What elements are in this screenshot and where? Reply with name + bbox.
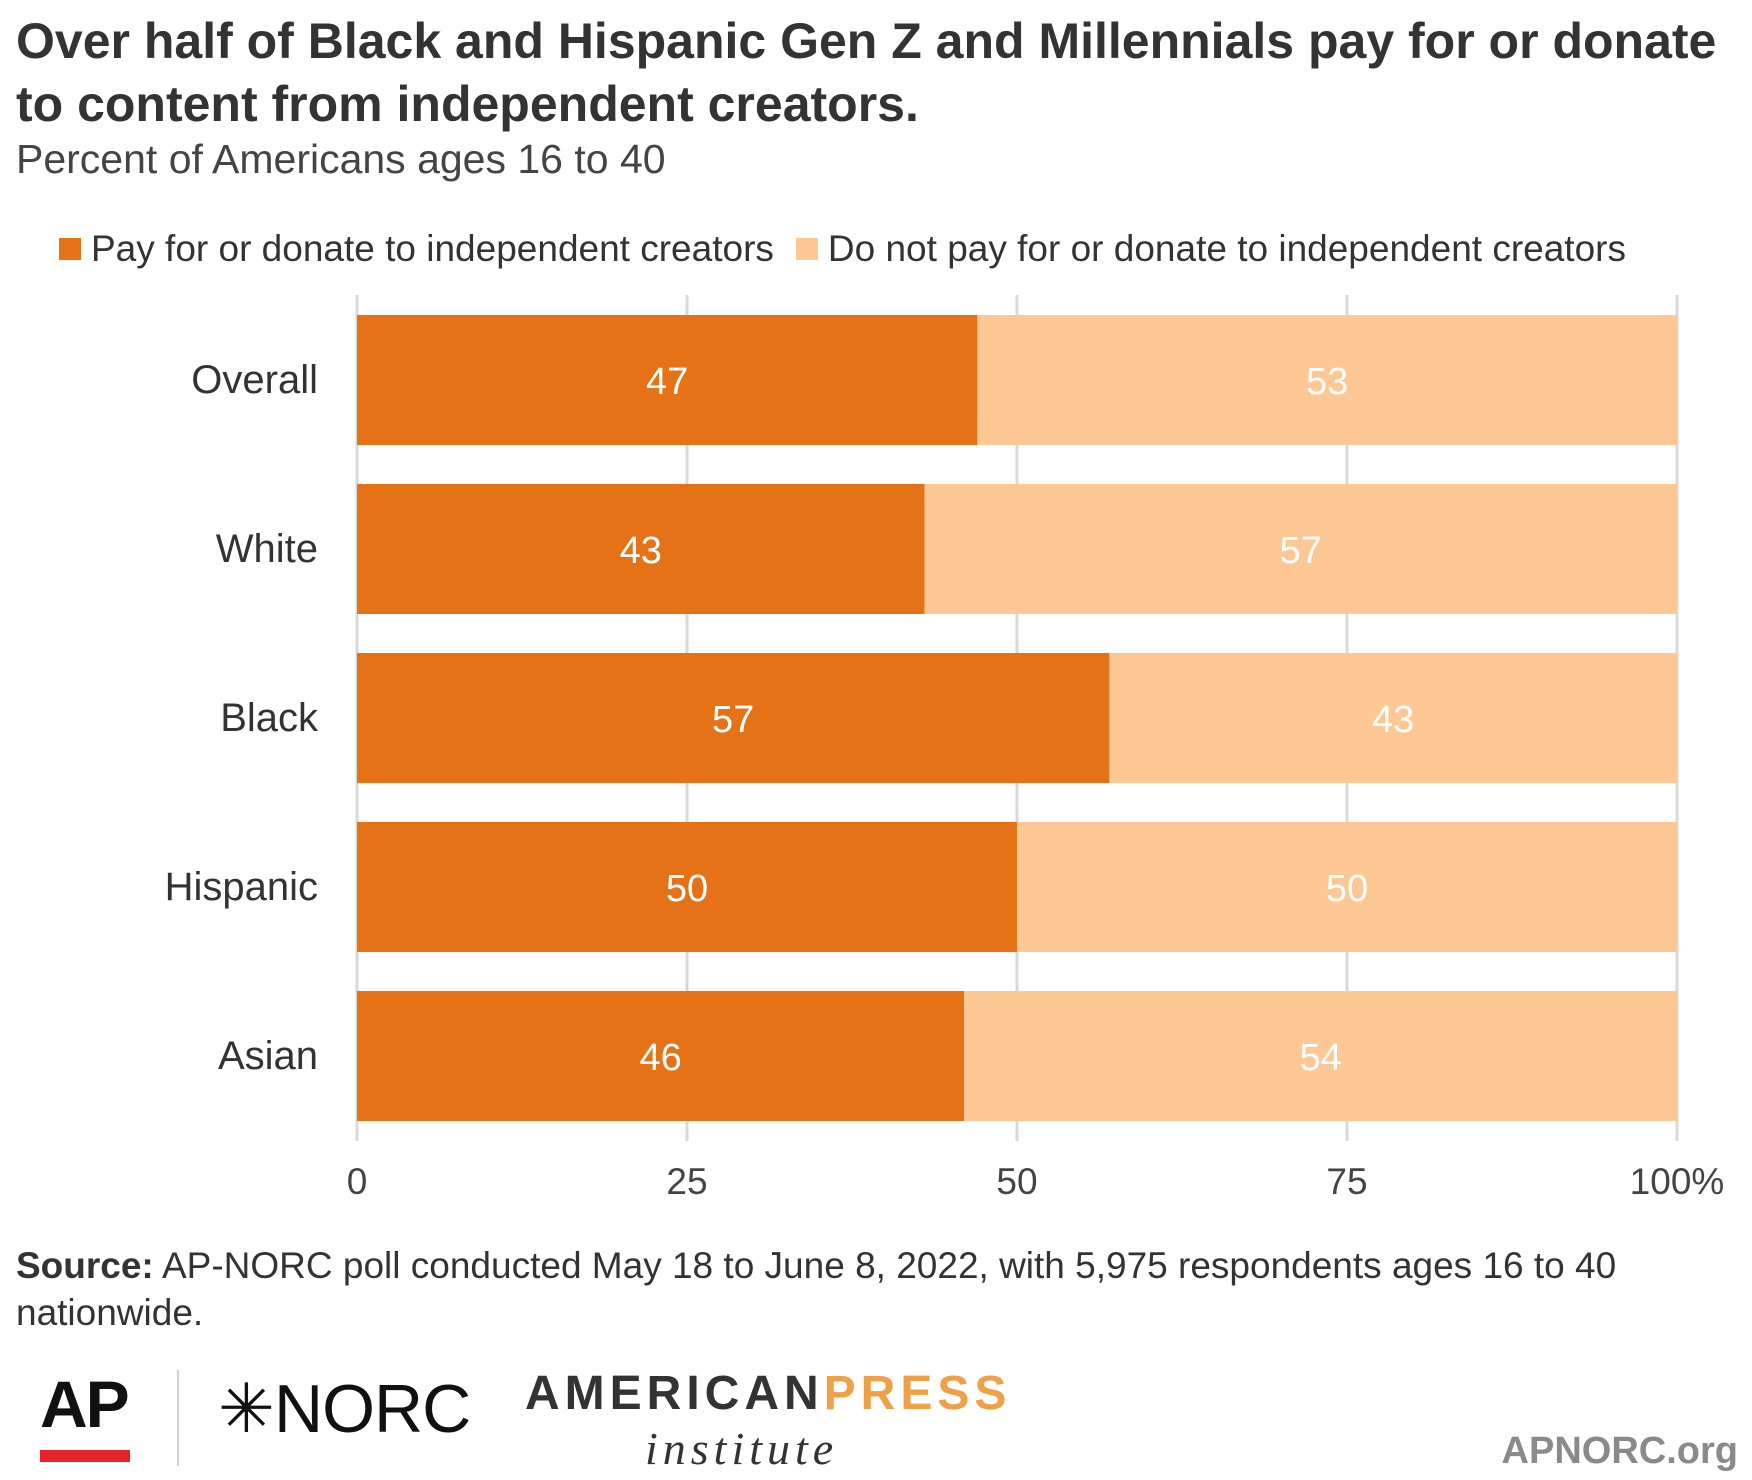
- data-label: 50: [1326, 868, 1368, 910]
- chart-legend: Pay for or donate to independent creator…: [59, 228, 1648, 270]
- data-label: 53: [1306, 361, 1348, 403]
- x-tick-label: 75: [1326, 1161, 1367, 1202]
- bar-segment: [357, 822, 1017, 952]
- data-label: 43: [620, 530, 662, 572]
- bar-segment: [1109, 653, 1677, 783]
- logo-divider: [177, 1370, 179, 1466]
- data-label: 43: [1372, 699, 1414, 741]
- data-label: 57: [712, 699, 754, 741]
- bar-segment: [1017, 822, 1677, 952]
- bar-segment: [977, 315, 1677, 445]
- chart-title: Over half of Black and Hispanic Gen Z an…: [16, 13, 1717, 132]
- data-label: 57: [1280, 530, 1322, 572]
- category-label: Hispanic: [165, 865, 318, 909]
- legend-swatch-notpay: [795, 238, 818, 260]
- bar-segment: [357, 991, 965, 1121]
- chart-subtitle: Percent of Americans ages 16 to 40: [16, 136, 666, 182]
- x-tick-label: 50: [996, 1161, 1037, 1202]
- legend-label-pay: Pay for or donate to independent creator…: [91, 228, 774, 269]
- x-tick-label: 100%: [1630, 1161, 1725, 1202]
- bar-segment: [357, 315, 978, 445]
- x-tick-label: 0: [347, 1161, 368, 1202]
- source-note: Source: AP-NORC poll conducted May 18 to…: [16, 1242, 1736, 1336]
- ap-logo-bar: [40, 1450, 130, 1462]
- bar-segment: [924, 484, 1677, 614]
- data-label: 46: [639, 1037, 681, 1079]
- legend-swatch-pay: [59, 238, 81, 260]
- category-label: Overall: [191, 358, 318, 402]
- data-label: 47: [646, 361, 688, 403]
- source-label: Source:: [16, 1245, 154, 1286]
- source-text: AP-NORC poll conducted May 18 to June 8,…: [16, 1245, 1617, 1333]
- norc-logo: ✳NORC: [218, 1371, 471, 1447]
- bar-segment: [357, 653, 1110, 783]
- logo-strip: AP ✳NORC AMERICANPRESS institute APNORC.…: [0, 1360, 1752, 1480]
- site-url: APNORC.org: [1501, 1430, 1738, 1472]
- legend-label-notpay: Do not pay for or donate to independent …: [827, 228, 1626, 269]
- ap-logo: AP: [40, 1367, 130, 1441]
- category-label: Asian: [218, 1034, 318, 1078]
- data-label: 50: [666, 868, 708, 910]
- data-label: 54: [1299, 1037, 1341, 1079]
- stacked-bar-chart: 0 25 50 75 100% Overall 47 53 White 43 57 Black 57 43…: [165, 295, 1725, 1202]
- legend-item-pay: Pay for or donate to independent creator…: [59, 228, 774, 270]
- bar-segment: [357, 484, 925, 614]
- api-logo-press: PRESS: [823, 1367, 1012, 1420]
- american-press-institute-logo: AMERICANPRESS: [525, 1366, 1011, 1421]
- legend-item-notpay: Do not pay for or donate to independent …: [795, 228, 1626, 270]
- bar-segment: [964, 991, 1677, 1121]
- x-tick-label: 25: [666, 1161, 707, 1202]
- category-label: Black: [220, 696, 319, 740]
- category-label: White: [216, 527, 318, 571]
- api-logo-institute: institute: [645, 1423, 839, 1474]
- api-logo-american: AMERICAN: [525, 1367, 824, 1420]
